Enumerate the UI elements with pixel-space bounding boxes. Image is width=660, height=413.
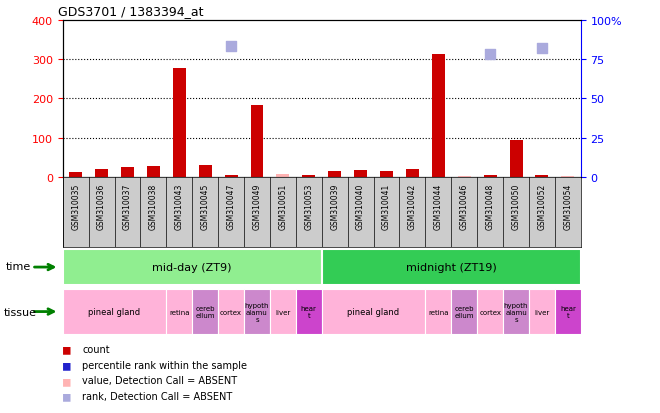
Text: GSM310051: GSM310051 <box>279 183 287 229</box>
Text: percentile rank within the sample: percentile rank within the sample <box>82 360 248 370</box>
Text: ■: ■ <box>63 342 70 356</box>
Bar <box>510 140 523 178</box>
Text: GSM310049: GSM310049 <box>253 183 261 230</box>
Text: liver: liver <box>275 309 290 315</box>
Bar <box>302 176 315 178</box>
Bar <box>199 166 212 178</box>
Bar <box>380 172 393 178</box>
Bar <box>121 168 134 178</box>
Bar <box>328 171 341 178</box>
Text: mid-day (ZT9): mid-day (ZT9) <box>152 262 232 273</box>
Text: GSM310046: GSM310046 <box>460 183 469 230</box>
Text: GSM310035: GSM310035 <box>71 183 80 230</box>
Text: hypoth
alamu
s: hypoth alamu s <box>504 302 528 322</box>
Bar <box>166 289 192 335</box>
Bar <box>244 289 270 335</box>
Text: pineal gland: pineal gland <box>88 307 141 316</box>
Point <box>562 8 573 14</box>
Text: hypoth
alamu
s: hypoth alamu s <box>245 302 269 322</box>
Text: GSM310050: GSM310050 <box>512 183 521 230</box>
Text: retina: retina <box>169 309 189 315</box>
Text: GSM310036: GSM310036 <box>97 183 106 230</box>
Point <box>485 52 496 59</box>
Bar <box>503 289 529 335</box>
Bar <box>192 289 218 335</box>
Bar <box>458 176 471 178</box>
Bar <box>562 176 574 178</box>
Bar <box>63 250 321 285</box>
Bar <box>63 289 166 335</box>
Text: GSM310045: GSM310045 <box>201 183 210 230</box>
Text: retina: retina <box>428 309 449 315</box>
Text: GSM310054: GSM310054 <box>564 183 572 230</box>
Bar <box>406 170 419 178</box>
Bar <box>477 289 503 335</box>
Text: GSM310043: GSM310043 <box>175 183 183 230</box>
Bar <box>321 250 581 285</box>
Bar <box>451 289 477 335</box>
Point <box>304 9 314 16</box>
Bar <box>277 174 289 178</box>
Text: GSM310037: GSM310037 <box>123 183 132 230</box>
Text: rank, Detection Call = ABSENT: rank, Detection Call = ABSENT <box>82 391 233 401</box>
Text: GSM310039: GSM310039 <box>330 183 339 230</box>
Text: cortex: cortex <box>220 309 242 315</box>
Text: cereb
ellum: cereb ellum <box>195 305 215 318</box>
Text: GSM310038: GSM310038 <box>149 183 158 229</box>
Bar <box>218 289 244 335</box>
Bar <box>270 289 296 335</box>
Bar <box>321 289 425 335</box>
Bar <box>484 176 496 178</box>
Bar <box>69 173 82 178</box>
Text: liver: liver <box>535 309 550 315</box>
Bar <box>529 289 555 335</box>
Text: GSM310047: GSM310047 <box>226 183 236 230</box>
Text: GSM310041: GSM310041 <box>382 183 391 229</box>
Bar <box>95 170 108 178</box>
Bar <box>296 289 321 335</box>
Bar <box>147 167 160 178</box>
Text: ■: ■ <box>63 389 70 403</box>
Bar <box>224 176 238 178</box>
Text: GSM310052: GSM310052 <box>537 183 546 229</box>
Text: tissue: tissue <box>3 307 36 317</box>
Text: GSM310044: GSM310044 <box>434 183 443 230</box>
Text: ■: ■ <box>63 358 70 371</box>
Text: GSM310042: GSM310042 <box>408 183 417 229</box>
Text: GSM310048: GSM310048 <box>486 183 494 229</box>
Text: pineal gland: pineal gland <box>348 307 399 316</box>
Point <box>537 45 547 52</box>
Bar <box>173 69 185 178</box>
Text: count: count <box>82 344 110 354</box>
Bar <box>425 289 451 335</box>
Text: midnight (ZT19): midnight (ZT19) <box>406 262 496 273</box>
Bar <box>251 106 263 178</box>
Text: GDS3701 / 1383394_at: GDS3701 / 1383394_at <box>57 5 203 18</box>
Text: time: time <box>5 261 30 271</box>
Text: GSM310040: GSM310040 <box>356 183 365 230</box>
Text: ■: ■ <box>63 374 70 387</box>
Text: cereb
ellum: cereb ellum <box>455 305 474 318</box>
Text: hear
t: hear t <box>301 305 317 318</box>
Text: cortex: cortex <box>479 309 501 315</box>
Bar <box>354 171 367 178</box>
Text: GSM310053: GSM310053 <box>304 183 313 230</box>
Bar <box>555 289 581 335</box>
Bar <box>432 55 445 178</box>
Text: hear
t: hear t <box>560 305 576 318</box>
Point <box>226 44 236 51</box>
Bar <box>535 176 548 178</box>
Text: value, Detection Call = ABSENT: value, Detection Call = ABSENT <box>82 375 238 385</box>
